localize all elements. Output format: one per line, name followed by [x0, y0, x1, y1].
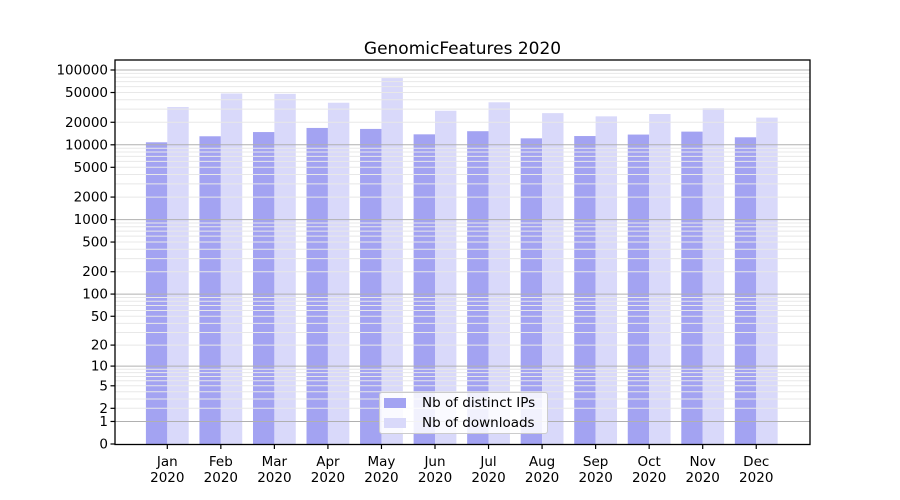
x-tick-label-month: Jan	[156, 454, 178, 470]
bar-distinct-ips-apr	[306, 127, 328, 445]
x-tick-label-year: 2020	[257, 470, 291, 486]
bar-distinct-ips-dec	[734, 137, 757, 445]
x-tick-label-year: 2020	[364, 470, 398, 486]
chart-title: GenomicFeatures 2020	[363, 39, 562, 59]
y-tick-label: 200	[82, 264, 108, 280]
bar-distinct-ips-aug	[520, 138, 543, 445]
y-tick-label: 50	[91, 309, 108, 325]
bar-downloads-apr	[327, 102, 350, 445]
x-tick-label-year: 2020	[686, 470, 720, 486]
x-tick-label-year: 2020	[204, 470, 238, 486]
x-tick-label-year: 2020	[632, 470, 666, 486]
y-tick-label: 10	[91, 359, 108, 375]
x-tick-label-month: Jun	[423, 454, 445, 470]
bar-downloads-mar	[274, 93, 296, 445]
y-tick-label: 10000	[65, 137, 108, 153]
legend-swatch-distinct-ips	[384, 398, 406, 408]
x-tick-label-month: Nov	[690, 454, 716, 470]
y-tick-label: 1000	[74, 212, 108, 228]
x-tick-label-year: 2020	[525, 470, 559, 486]
x-tick-label-month: Dec	[743, 454, 769, 470]
y-tick-label: 20	[91, 338, 108, 354]
y-tick-label: 50000	[65, 85, 108, 101]
y-tick-label: 1	[99, 414, 108, 430]
y-tick-label: 20000	[65, 115, 108, 131]
bar-distinct-ips-nov	[681, 131, 703, 445]
y-tick-label: 500	[82, 235, 108, 251]
bar-downloads-sep	[595, 116, 618, 445]
x-tick-label-month: Aug	[529, 454, 555, 470]
x-tick-label-month: Sep	[583, 454, 608, 470]
x-tick-label-month: Feb	[209, 454, 233, 470]
legend-label-downloads: Nb of downloads	[422, 415, 535, 431]
x-tick-label-month: Apr	[316, 454, 340, 470]
legend-item-distinct-ips: Nb of distinct IPs	[384, 395, 547, 412]
legend-item-downloads: Nb of downloads	[384, 415, 547, 432]
y-tick-label: 100	[82, 287, 108, 303]
legend: Nb of distinct IPs Nb of downloads	[379, 392, 548, 434]
x-tick-label-month: Jul	[479, 454, 496, 470]
x-tick-label-year: 2020	[578, 470, 612, 486]
plot-frame	[114, 59, 811, 446]
x-tick-label-month: Oct	[637, 454, 660, 470]
x-tick-label-year: 2020	[471, 470, 505, 486]
y-tick-label: 5	[99, 378, 108, 394]
bar-downloads-jul	[488, 102, 510, 445]
x-tick-label-year: 2020	[150, 470, 184, 486]
bar-distinct-ips-feb	[199, 136, 221, 445]
y-tick-label: 5000	[74, 160, 108, 176]
bar-distinct-ips-mar	[252, 132, 275, 445]
y-tick-label: 2000	[74, 190, 108, 206]
x-tick-label-year: 2020	[311, 470, 345, 486]
bar-downloads-nov	[702, 108, 725, 445]
bar-distinct-ips-oct	[627, 134, 650, 445]
legend-label-distinct-ips: Nb of distinct IPs	[422, 395, 536, 411]
bar-distinct-ips-sep	[574, 136, 596, 445]
bar-downloads-jan	[167, 107, 189, 445]
x-tick-label-year: 2020	[739, 470, 773, 486]
y-tick-label: 2	[99, 401, 108, 417]
bar-distinct-ips-jun	[413, 134, 435, 445]
bar-downloads-may	[381, 78, 403, 445]
bar-downloads-dec	[756, 117, 778, 445]
x-tick-label-month: May	[367, 454, 395, 470]
bar-downloads-aug	[542, 113, 564, 445]
x-tick-label-month: Mar	[262, 454, 288, 470]
y-tick-label: 0	[99, 437, 108, 453]
x-tick-label-year: 2020	[418, 470, 452, 486]
bar-downloads-feb	[220, 93, 243, 445]
y-tick-label: 100000	[56, 63, 108, 79]
bar-downloads-oct	[649, 114, 671, 445]
bar-downloads-jun	[435, 110, 457, 445]
legend-swatch-downloads	[384, 418, 406, 428]
